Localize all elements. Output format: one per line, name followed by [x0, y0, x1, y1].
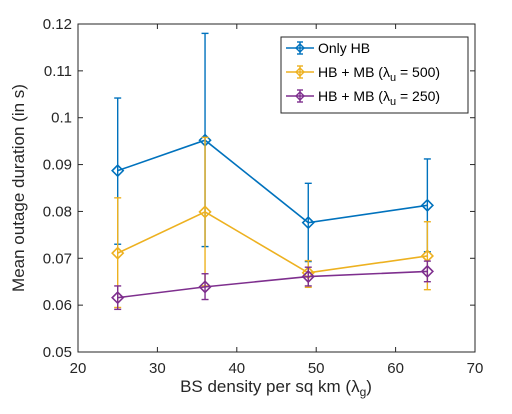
- axes: 20 30 40 50 60 70 0.05 0.06 0.07 0.08 0.09 0.1 0.11 0…: [43, 16, 484, 377]
- legend-marker: [295, 43, 305, 53]
- legend-item-2: HB + MB (λu = 250): [286, 88, 440, 108]
- data-point-marker: [111, 164, 125, 178]
- series-line: [117, 139, 428, 224]
- y-tick-label: 0.06: [43, 297, 72, 314]
- y-axis-label: Mean outage duration (in s): [9, 84, 28, 292]
- legend-label: HB + MB (λu = 500): [318, 64, 440, 84]
- data-point-marker: [420, 198, 434, 212]
- legend-label: HB + MB (λu = 250): [318, 88, 440, 108]
- series-line: [117, 210, 428, 274]
- legend-marker: [295, 91, 305, 101]
- y-tick-label: 0.11: [44, 63, 72, 80]
- data-point-marker: [420, 264, 434, 279]
- x-tick-label: 50: [308, 360, 325, 377]
- data-point-marker: [198, 205, 212, 219]
- series-layer: [111, 32, 434, 311]
- legend-marker: [295, 67, 305, 77]
- legend-label: Only HB: [318, 40, 370, 56]
- y-tick-label: 0.08: [43, 203, 72, 220]
- y-tick-label: 0.07: [43, 250, 72, 267]
- x-tick-label: 20: [70, 360, 87, 377]
- data-point-marker: [301, 269, 315, 284]
- series-1: [111, 136, 434, 309]
- x-tick-label: 60: [387, 360, 404, 377]
- y-tick-label: 0.12: [43, 16, 72, 33]
- x-tick-label: 40: [228, 360, 245, 377]
- data-point-marker: [111, 246, 125, 260]
- series-2: [111, 260, 434, 311]
- data-point-marker: [301, 216, 315, 230]
- data-point-marker: [111, 291, 125, 305]
- y-tick-label: 0.09: [43, 157, 72, 174]
- y-tick-label: 0.1: [51, 110, 72, 127]
- x-tick-label: 30: [149, 360, 166, 377]
- x-tick-label: 70: [467, 360, 484, 377]
- y-tick-label: 0.05: [43, 344, 72, 361]
- legend: Only HB HB + MB (λu = 500) HB + MB (λu = 2…: [280, 36, 469, 114]
- legend-box: [280, 36, 469, 114]
- series-line: [117, 270, 428, 299]
- legend-item-0: Only HB: [286, 40, 370, 56]
- x-axis-label: BS density per sq km (λg): [180, 377, 372, 399]
- data-point-marker: [198, 280, 212, 294]
- legend-item-1: HB + MB (λu = 500): [286, 64, 440, 84]
